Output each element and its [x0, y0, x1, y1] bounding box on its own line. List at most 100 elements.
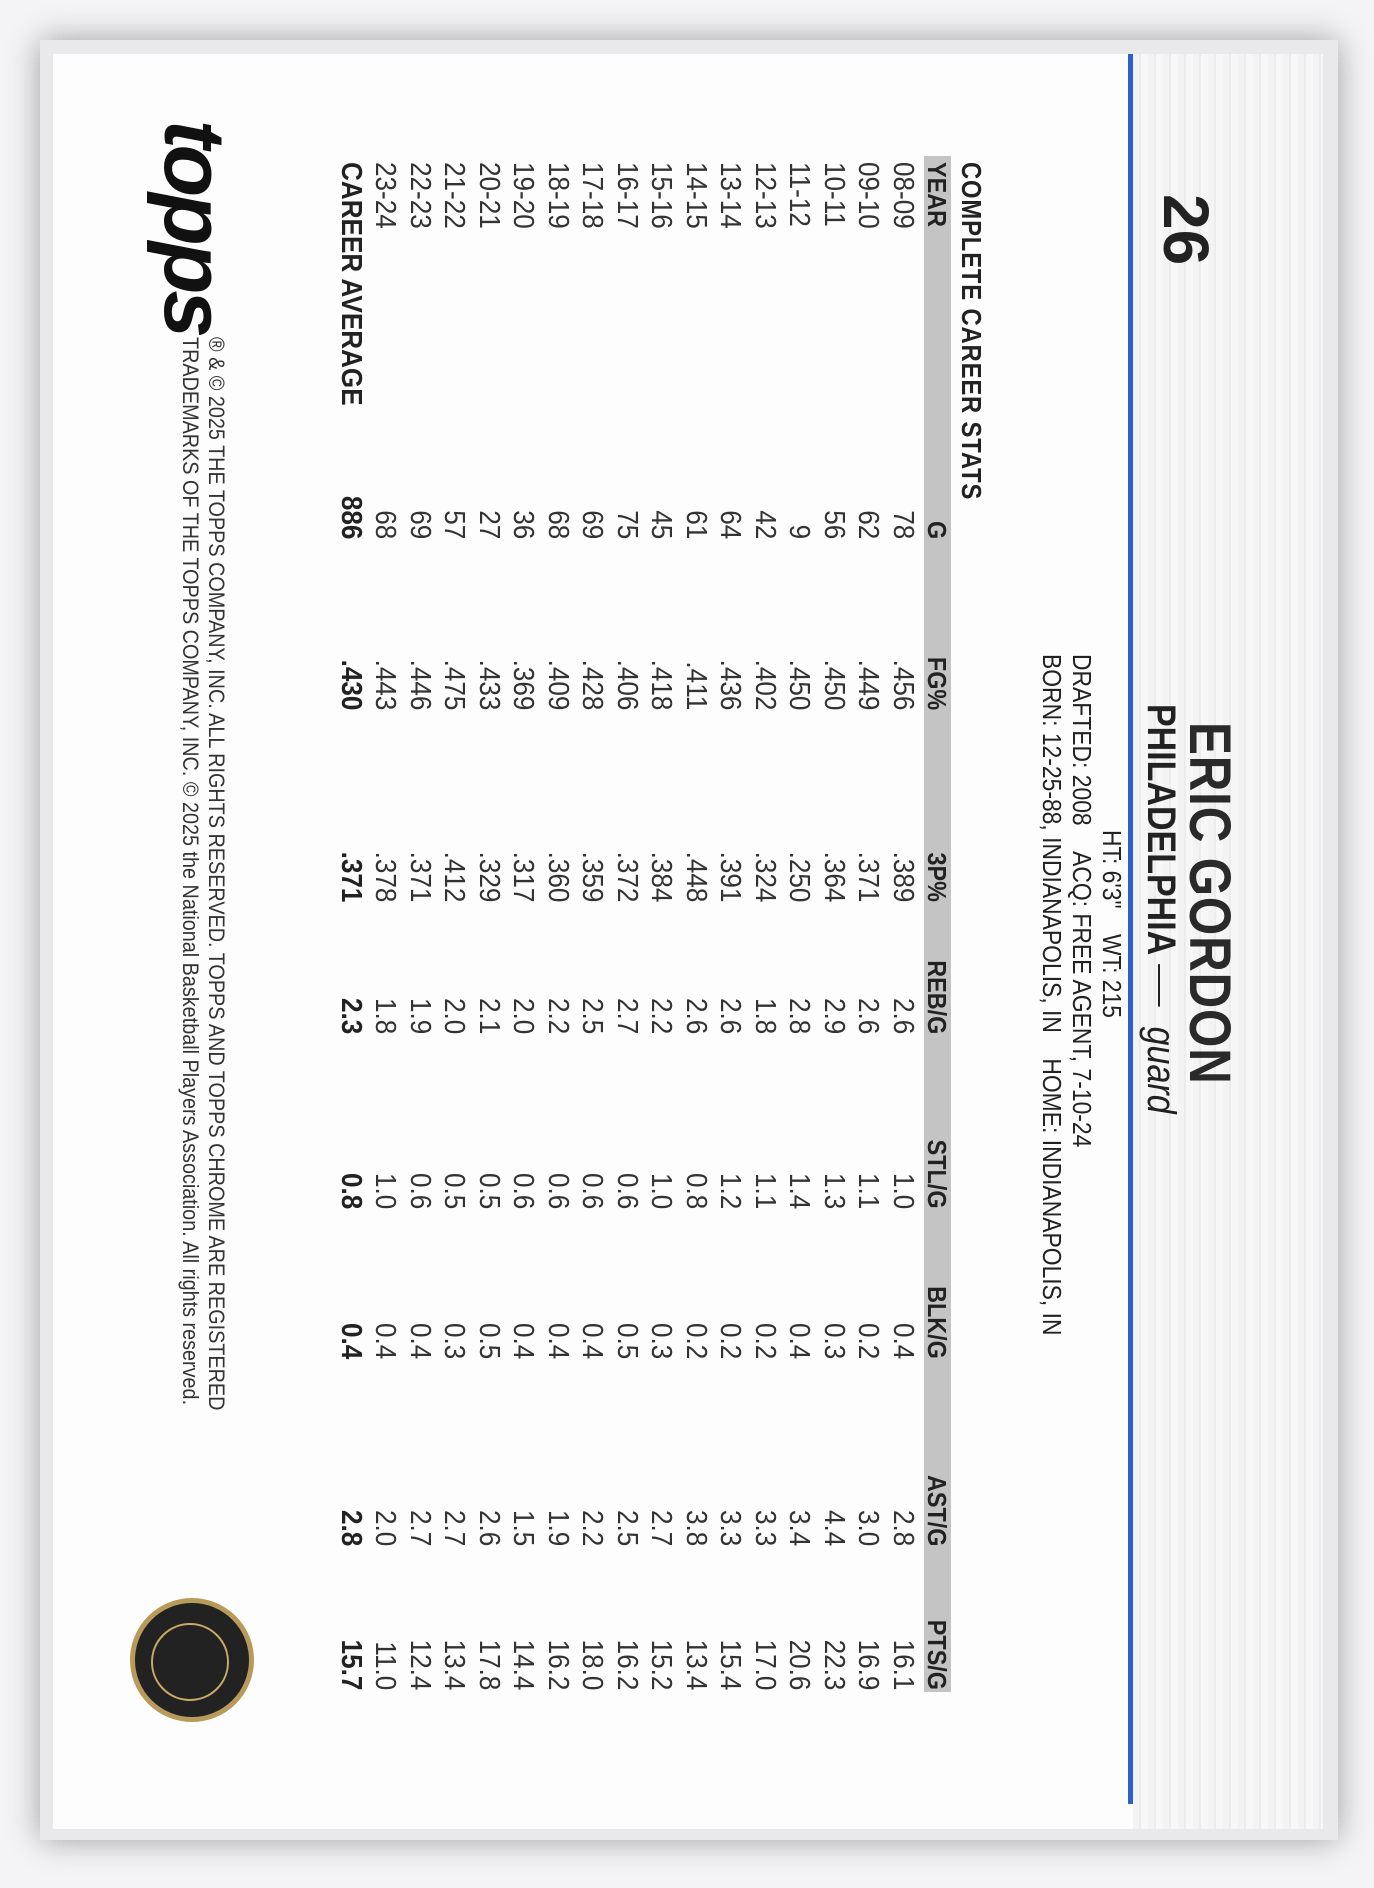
stat-cell: 2.2 — [542, 997, 574, 1034]
stat-cell: .402 — [749, 659, 781, 710]
stat-cell: 1.1 — [852, 1172, 885, 1209]
stats-title: COMPLETE CAREER STATS — [956, 162, 987, 501]
stat-cell: 0.5 — [611, 1322, 643, 1359]
column-header: STL/G — [922, 1140, 952, 1209]
stat-cell: .448 — [680, 851, 712, 902]
stat-cell: 68 — [369, 509, 402, 539]
stat-cell: 0.5 — [438, 1172, 471, 1209]
player-position: guard — [1139, 1026, 1183, 1114]
height: HT: 6'3" — [1097, 830, 1127, 909]
career-average-cell: 0.4 — [335, 1322, 367, 1359]
stat-cell: 45 — [645, 509, 678, 539]
stat-cell: .317 — [507, 851, 540, 902]
stat-cell: .324 — [749, 851, 781, 902]
stat-cell: 2.2 — [576, 1509, 609, 1546]
stat-cell: 3.8 — [680, 1509, 712, 1546]
home: HOME: INDIANAPOLIS, IN — [1037, 1058, 1067, 1336]
career-average-cell: 0.8 — [335, 1172, 367, 1209]
accent-line — [1128, 54, 1133, 1804]
stat-cell: 68 — [542, 509, 574, 539]
column-header: YEAR — [922, 162, 952, 228]
stat-cell: .443 — [369, 659, 402, 710]
column-header: AST/G — [922, 1474, 952, 1546]
stat-cell: 1.8 — [749, 997, 781, 1034]
stat-cell: 0.4 — [783, 1322, 816, 1359]
stat-cell: 36 — [507, 509, 540, 539]
stat-cell: 56 — [818, 509, 850, 539]
stat-cell: 16.1 — [887, 1639, 919, 1690]
topps-logo: topps — [146, 120, 242, 335]
stat-cell: 69 — [576, 509, 609, 539]
stat-cell: 0.2 — [714, 1322, 747, 1359]
stat-cell: 1.5 — [507, 1509, 540, 1546]
stat-cell: 16.2 — [542, 1639, 574, 1690]
stat-cell: 2.6 — [714, 997, 747, 1034]
stat-cell: .456 — [887, 659, 919, 710]
stat-cell: 17.8 — [473, 1639, 505, 1690]
stat-cell: 08-09 — [887, 162, 919, 229]
stat-cell: 1.9 — [542, 1509, 574, 1546]
stat-cell: 2.0 — [369, 1509, 402, 1546]
stat-cell: 3.3 — [749, 1509, 781, 1546]
stat-cell: 0.2 — [680, 1322, 712, 1359]
stat-cell: 0.5 — [473, 1322, 505, 1359]
stat-cell: 2.6 — [680, 997, 712, 1034]
stat-cell: 2.9 — [818, 997, 850, 1034]
stat-cell: 2.6 — [473, 1509, 505, 1546]
copyright-line-2: TRADEMARKS OF THE TOPPS COMPANY, INC. © … — [178, 337, 203, 1406]
stat-cell: 15.2 — [645, 1639, 678, 1690]
stat-cell: 2.7 — [611, 997, 643, 1034]
stat-cell: 3.4 — [783, 1509, 816, 1546]
stat-cell: .364 — [818, 851, 850, 902]
stat-cell: 19-20 — [507, 162, 540, 229]
stat-cell: 1.3 — [818, 1172, 850, 1209]
stat-cell: .406 — [611, 659, 643, 710]
stat-cell: .450 — [783, 659, 816, 710]
stat-cell: .371 — [404, 851, 436, 902]
career-average-cell: .371 — [335, 851, 367, 902]
stat-cell: 2.7 — [404, 1509, 436, 1546]
stat-cell: 2.0 — [507, 997, 540, 1034]
stat-cell: 15-16 — [645, 162, 678, 229]
stat-cell: .450 — [818, 659, 850, 710]
career-average-cell: 2.3 — [335, 997, 367, 1034]
stat-cell: 2.5 — [611, 1509, 643, 1546]
stat-cell: 2.7 — [438, 1509, 471, 1546]
stat-cell: 16.2 — [611, 1639, 643, 1690]
stat-cell: 0.4 — [507, 1322, 540, 1359]
stat-cell: 13.4 — [680, 1639, 712, 1690]
stat-cell: 22.3 — [818, 1639, 850, 1690]
stat-cell: 1.1 — [749, 1172, 781, 1209]
stat-cell: 0.6 — [542, 1172, 574, 1209]
born-home: BORN: 12-25-88, INDIANAPOLIS, IN HOME: I… — [1036, 654, 1067, 1336]
stat-cell: 0.4 — [576, 1322, 609, 1359]
stat-cell: 75 — [611, 509, 643, 539]
stat-cell: 13-14 — [714, 162, 747, 229]
team-name: PHILADELPHIA — [1139, 704, 1183, 956]
stat-cell: 18.0 — [576, 1639, 609, 1690]
stat-cell: 10-11 — [818, 162, 850, 227]
stat-cell: .433 — [473, 659, 505, 710]
stat-cell: 3.3 — [714, 1509, 747, 1546]
stat-cell: 64 — [714, 509, 747, 539]
stat-cell: 11-12 — [783, 162, 816, 227]
stat-cell: 1.2 — [714, 1172, 747, 1209]
stat-cell: .372 — [611, 851, 643, 902]
born: BORN: 12-25-88, INDIANAPOLIS, IN — [1037, 654, 1067, 1033]
nbpa-seal-icon — [130, 1598, 254, 1722]
stat-cell: 2.0 — [438, 997, 471, 1034]
stat-cell: 2.6 — [887, 997, 919, 1034]
trading-card-back: 26 ERIC GORDON PHILADELPHIA guard HT: 6'3… — [53, 54, 1323, 1829]
stat-cell: .449 — [852, 659, 885, 710]
career-average-cell: CAREER AVERAGE — [335, 162, 367, 406]
stat-cell: 20.6 — [783, 1639, 816, 1690]
column-header: G — [922, 520, 952, 539]
stat-cell: 2.8 — [887, 1509, 919, 1546]
stat-cell: 1.9 — [404, 997, 436, 1034]
stat-cell: .475 — [438, 659, 471, 710]
stat-cell: 22-23 — [404, 162, 436, 229]
stat-cell: 2.6 — [852, 997, 885, 1034]
stat-cell: 0.2 — [749, 1322, 781, 1359]
career-average-cell: 2.8 — [335, 1509, 367, 1546]
stat-cell: 2.7 — [645, 1509, 678, 1546]
